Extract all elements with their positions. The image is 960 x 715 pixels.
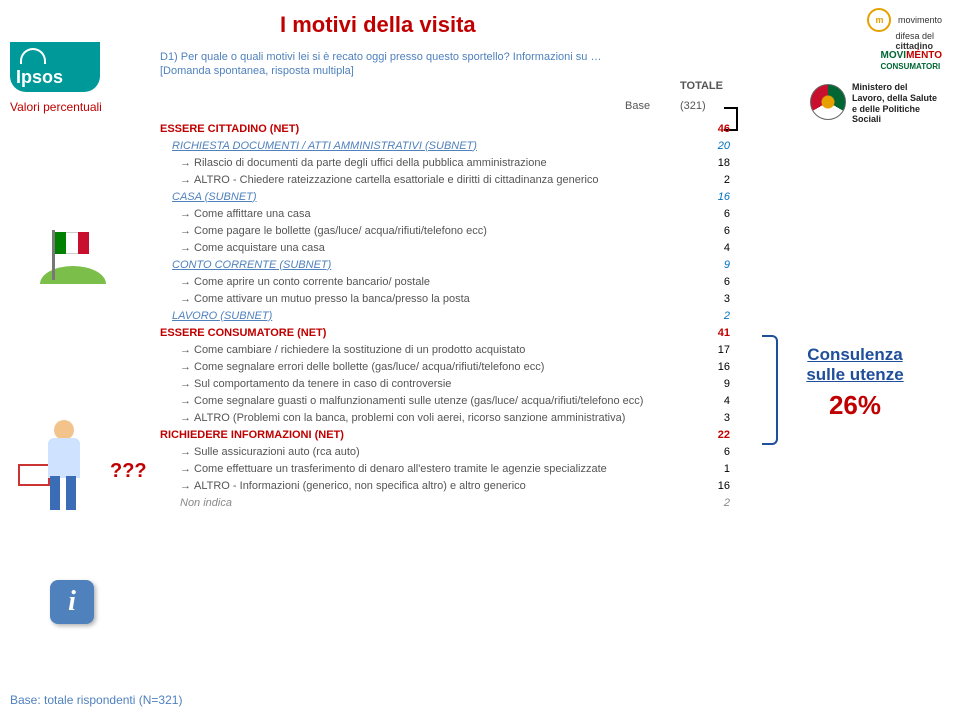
valori-percentuali-label: Valori percentuali bbox=[10, 100, 102, 114]
subtitle-line1: D1) Per quale o quali motivi lei si è re… bbox=[160, 51, 601, 63]
movcons-3: CONSUMATORI bbox=[881, 62, 941, 71]
row-label: CONTO CORRENTE (SUBNET) bbox=[160, 259, 690, 271]
mdc-text-2: difesa del bbox=[895, 31, 934, 41]
base-value: (321) bbox=[680, 100, 706, 112]
row-value: 16 bbox=[690, 191, 730, 203]
row-value: 4 bbox=[690, 242, 730, 254]
base-header: Base bbox=[625, 100, 650, 112]
table-row: Come pagare le bollette (gas/luce/ acqua… bbox=[160, 222, 730, 239]
mdc-text-1: movimento bbox=[898, 15, 942, 25]
row-label: ALTRO - Chiedere rateizzazione cartella … bbox=[160, 174, 690, 186]
table-row: Sulle assicurazioni auto (rca auto)6 bbox=[160, 443, 730, 460]
row-value: 9 bbox=[690, 259, 730, 271]
callout-box: Consulenza sulle utenze 26% bbox=[780, 345, 930, 421]
table-row: Come attivare un mutuo presso la banca/p… bbox=[160, 290, 730, 307]
row-value: 22 bbox=[690, 429, 730, 441]
row-label: Come acquistare una casa bbox=[160, 242, 690, 254]
row-label: ESSERE CITTADINO (NET) bbox=[160, 123, 690, 135]
row-value: 41 bbox=[690, 327, 730, 339]
row-label: Come aprire un conto corrente bancario/ … bbox=[160, 276, 690, 288]
mdc-logo: m movimento difesa del cittadino bbox=[867, 8, 942, 52]
totale-header: TOTALE bbox=[680, 80, 723, 92]
subtitle-line2: [Domanda spontanea, risposta multipla] bbox=[160, 65, 354, 77]
row-label: ESSERE CONSUMATORE (NET) bbox=[160, 327, 690, 339]
row-value: 3 bbox=[690, 412, 730, 424]
table-row: ALTRO - Informazioni (generico, non spec… bbox=[160, 477, 730, 494]
italy-emblem-icon bbox=[810, 84, 846, 120]
row-value: 4 bbox=[690, 395, 730, 407]
mdc-icon: m bbox=[867, 8, 891, 32]
row-value: 2 bbox=[690, 174, 730, 186]
row-value: 6 bbox=[690, 225, 730, 237]
table-row: CASA (SUBNET)16 bbox=[160, 188, 730, 205]
table-row: ALTRO (Problemi con la banca, problemi c… bbox=[160, 409, 730, 426]
row-label: RICHIEDERE INFORMAZIONI (NET) bbox=[160, 429, 690, 441]
row-label: CASA (SUBNET) bbox=[160, 191, 690, 203]
row-value: 18 bbox=[690, 157, 730, 169]
row-value: 46 bbox=[690, 123, 730, 135]
row-label: Come affittare una casa bbox=[160, 208, 690, 220]
movcons-1: MOVI bbox=[881, 50, 907, 61]
row-label: Come pagare le bollette (gas/luce/ acqua… bbox=[160, 225, 690, 237]
row-label: Sul comportamento da tenere in caso di c… bbox=[160, 378, 690, 390]
row-label: Come segnalare errori delle bollette (ga… bbox=[160, 361, 690, 373]
callout-bracket-icon bbox=[762, 335, 778, 445]
row-value: 3 bbox=[690, 293, 730, 305]
row-label: Non indica bbox=[160, 497, 690, 509]
row-value: 17 bbox=[690, 344, 730, 356]
table-row: ALTRO - Chiedere rateizzazione cartella … bbox=[160, 171, 730, 188]
row-label: LAVORO (SUBNET) bbox=[160, 310, 690, 322]
row-label: Sulle assicurazioni auto (rca auto) bbox=[160, 446, 690, 458]
row-value: 6 bbox=[690, 276, 730, 288]
ministero-label: Ministero del Lavoro, della Salute e del… bbox=[852, 82, 942, 125]
table-row: Come cambiare / richiedere la sostituzio… bbox=[160, 341, 730, 358]
movcons-2: MÉNTO bbox=[906, 50, 942, 61]
movimento-consumatori-logo: MOVIMÉNTO CONSUMATORI bbox=[881, 50, 943, 72]
table-row: Come effettuare un trasferimento di dena… bbox=[160, 460, 730, 477]
ipsos-logo: Ipsos bbox=[10, 42, 100, 92]
row-label: Come attivare un mutuo presso la banca/p… bbox=[160, 293, 690, 305]
row-value: 16 bbox=[690, 361, 730, 373]
callout-line2: sulle utenze bbox=[780, 365, 930, 385]
table-row: ESSERE CITTADINO (NET)46 bbox=[160, 120, 730, 137]
table-row: Come acquistare una casa4 bbox=[160, 239, 730, 256]
table-row: Rilascio di documenti da parte degli uff… bbox=[160, 154, 730, 171]
table-row: ESSERE CONSUMATORE (NET)41 bbox=[160, 324, 730, 341]
table-row: Non indica2 bbox=[160, 494, 730, 511]
callout-pct: 26% bbox=[780, 390, 930, 421]
row-value: 2 bbox=[690, 310, 730, 322]
row-value: 6 bbox=[690, 208, 730, 220]
row-value: 2 bbox=[690, 497, 730, 509]
page-title: I motivi della visita bbox=[280, 12, 476, 38]
row-value: 1 bbox=[690, 463, 730, 475]
results-table: ESSERE CITTADINO (NET)46RICHIESTA DOCUME… bbox=[160, 120, 730, 511]
italy-flag-icon bbox=[52, 230, 98, 280]
table-row: CONTO CORRENTE (SUBNET)9 bbox=[160, 256, 730, 273]
row-label: ALTRO (Problemi con la banca, problemi c… bbox=[160, 412, 690, 424]
table-row: RICHIEDERE INFORMAZIONI (NET)22 bbox=[160, 426, 730, 443]
footer-base-note: Base: totale rispondenti (N=321) bbox=[10, 693, 182, 707]
table-row: Sul comportamento da tenere in caso di c… bbox=[160, 375, 730, 392]
question-marks: ??? bbox=[110, 460, 147, 483]
row-label: Come segnalare guasti o malfunzionamenti… bbox=[160, 395, 690, 407]
table-row: Come segnalare guasti o malfunzionamenti… bbox=[160, 392, 730, 409]
row-label: Rilascio di documenti da parte degli uff… bbox=[160, 157, 690, 169]
table-row: Come affittare una casa6 bbox=[160, 205, 730, 222]
row-value: 6 bbox=[690, 446, 730, 458]
row-label: ALTRO - Informazioni (generico, non spec… bbox=[160, 480, 690, 492]
row-label: Come effettuare un trasferimento di dena… bbox=[160, 463, 690, 475]
row-value: 9 bbox=[690, 378, 730, 390]
info-icon: i bbox=[50, 580, 94, 624]
row-label: Come cambiare / richiedere la sostituzio… bbox=[160, 344, 690, 356]
table-row: Come aprire un conto corrente bancario/ … bbox=[160, 273, 730, 290]
table-row: RICHIESTA DOCUMENTI / ATTI AMMINISTRATIV… bbox=[160, 137, 730, 154]
question-subtitle: D1) Per quale o quali motivi lei si è re… bbox=[160, 50, 601, 79]
callout-line1: Consulenza bbox=[780, 345, 930, 365]
row-value: 20 bbox=[690, 140, 730, 152]
row-value: 16 bbox=[690, 480, 730, 492]
table-row: LAVORO (SUBNET)2 bbox=[160, 307, 730, 324]
table-row: Come segnalare errori delle bollette (ga… bbox=[160, 358, 730, 375]
row-label: RICHIESTA DOCUMENTI / ATTI AMMINISTRATIV… bbox=[160, 140, 690, 152]
shopper-icon bbox=[14, 420, 104, 530]
